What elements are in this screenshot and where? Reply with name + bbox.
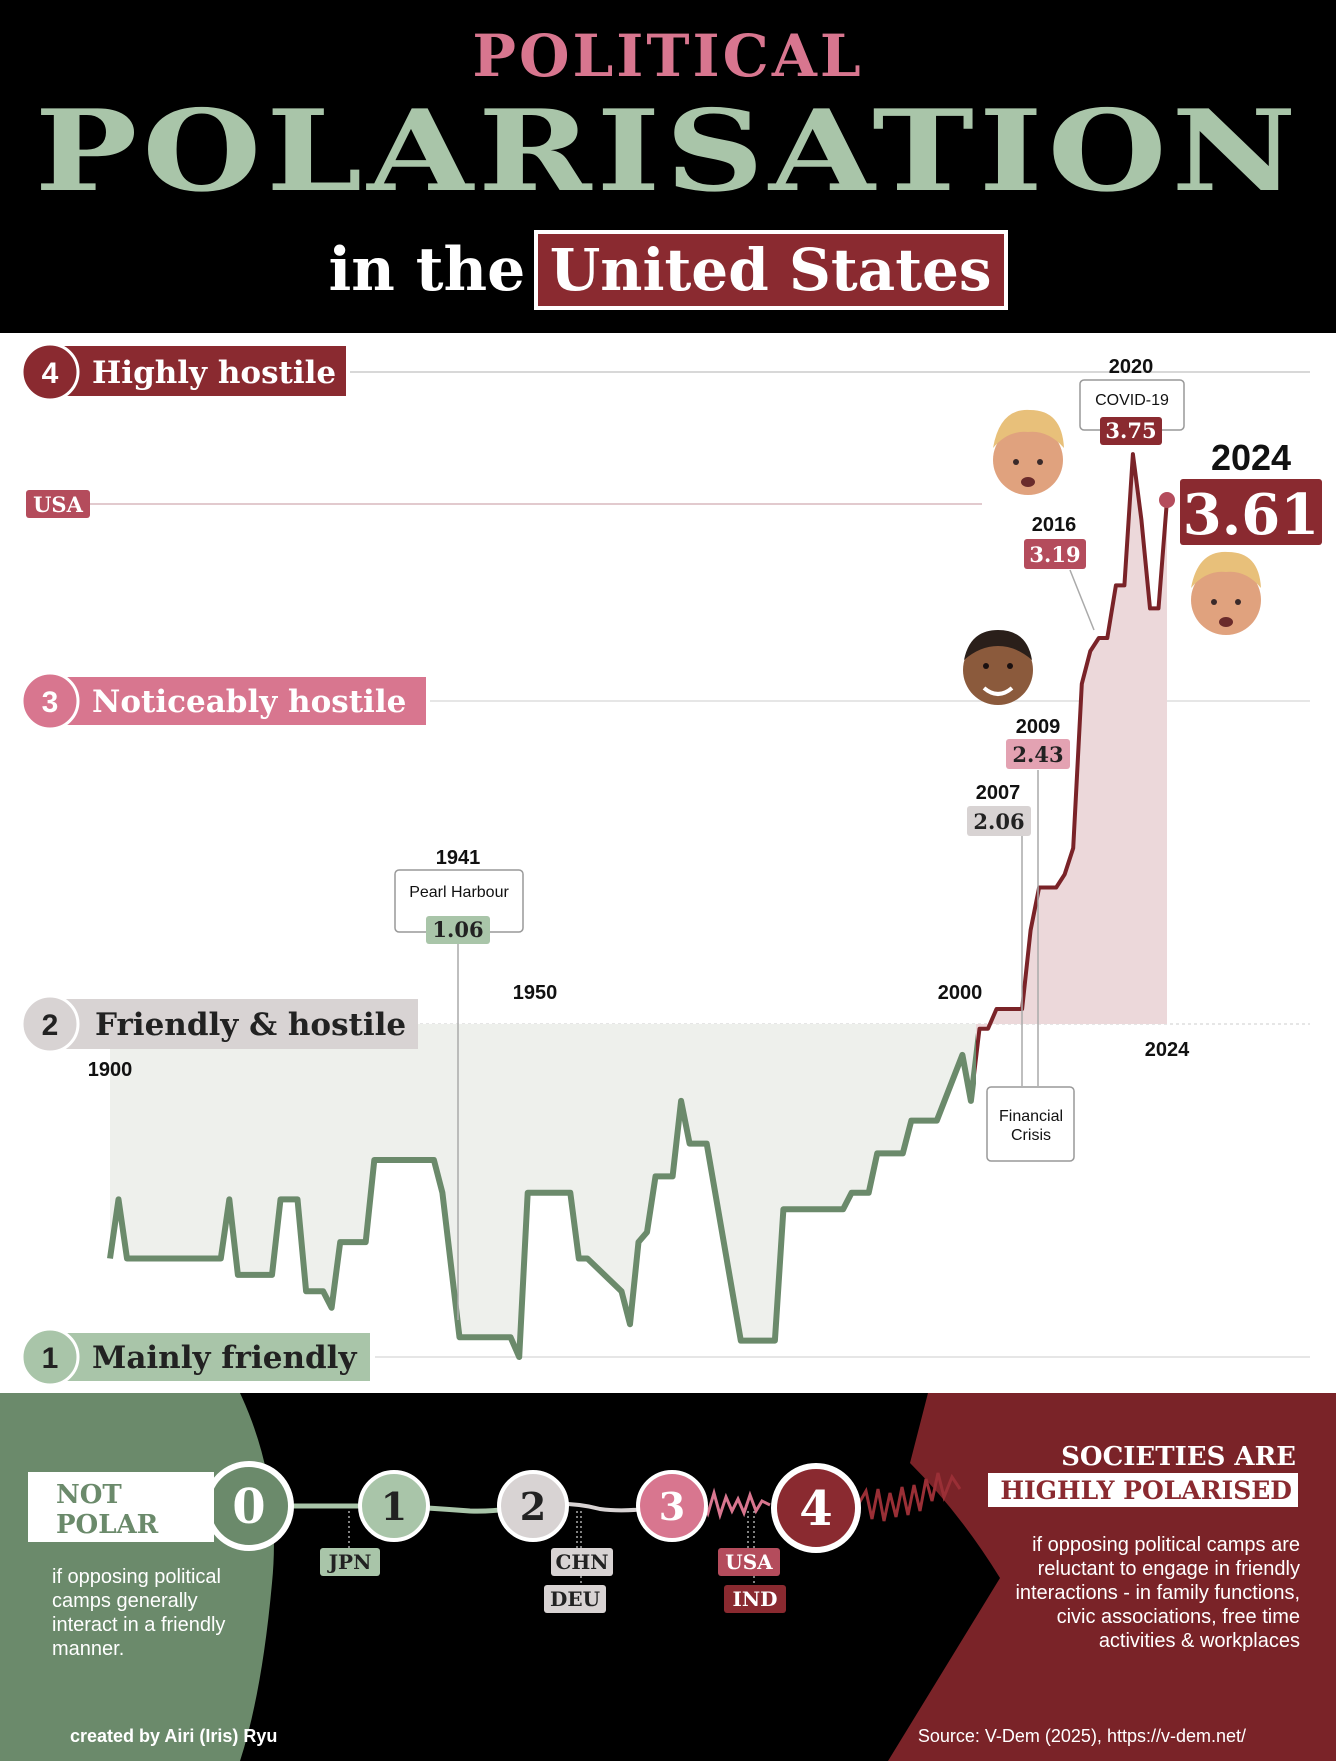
level-4-badge: 4 Highly hostile <box>20 342 346 402</box>
scale-4-circle <box>771 1463 861 1553</box>
polarised-l2: HIGHLY POLARISED <box>1000 1476 1292 1505</box>
scale-2-num: 2 <box>520 1484 546 1529</box>
y2007-value-bg <box>967 806 1031 836</box>
level-3-label: Noticeably hostile <box>92 684 406 720</box>
scale-1-num: 1 <box>381 1484 407 1529</box>
y2009-value-bg <box>1006 739 1070 769</box>
title-top: POLITICAL <box>472 22 864 90</box>
title-main: POLARISATION <box>34 86 1302 217</box>
ind-tag: IND <box>733 1587 778 1611</box>
covid-year: 2020 <box>1109 356 1154 378</box>
y2016-connector <box>1069 569 1095 631</box>
source: Source: V-Dem (2025), https://v-dem.net/ <box>917 1726 1246 1746</box>
scale-1-circle <box>358 1470 430 1542</box>
series-line-low <box>107 1032 976 1360</box>
level-1-num: 1 <box>42 1342 59 1375</box>
pearl-year: 1941 <box>436 847 481 869</box>
series-line-high <box>976 452 1169 1075</box>
credit: created by Airi (Iris) Ryu <box>70 1726 278 1746</box>
year-2024-axis: 2024 <box>1145 1039 1190 1061</box>
covid-value: 3.75 <box>1105 418 1156 443</box>
y2007-value: 2.06 <box>973 809 1024 834</box>
usa-tag-bg <box>26 490 90 518</box>
deu-tag-bg <box>544 1585 606 1613</box>
latest-year: 2024 <box>1211 437 1291 478</box>
area-fill-high <box>976 454 1167 1059</box>
y2009-value: 2.43 <box>1012 742 1063 767</box>
scale-0-num: 0 <box>232 1479 265 1535</box>
y2007-year: 2007 <box>976 782 1021 804</box>
usa-scale-tag: USA <box>725 1550 773 1574</box>
pearl-value: 1.06 <box>432 917 483 942</box>
header: POLITICAL POLARISATION in the United Sta… <box>0 0 1336 333</box>
fin-box <box>986 1086 1075 1162</box>
scale-3-circle <box>636 1470 708 1542</box>
level-3-badge: 3 Noticeably hostile <box>20 671 426 731</box>
level-2-label: Friendly & hostile <box>95 1007 406 1043</box>
not-polar-l2: POLAR <box>56 1510 159 1540</box>
latest-value-bg <box>1180 479 1322 545</box>
ind-tag-bg <box>724 1585 786 1613</box>
polarised-description: if opposing political camps are reluctan… <box>1015 1534 1300 1652</box>
jpn-tag: JPN <box>327 1550 372 1574</box>
level-2-num: 2 <box>42 1009 59 1042</box>
chn-tag: CHN <box>555 1550 608 1574</box>
deu-tag: DEU <box>550 1587 600 1611</box>
latest-value: 3.61 <box>1183 482 1319 548</box>
scale-section: 0 1 2 3 4 JPN CHN DEU USA IND NOT POLAR … <box>0 1393 1336 1761</box>
level-4-num: 4 <box>42 357 59 390</box>
polarised-box <box>988 1473 1298 1507</box>
scale-3-num: 3 <box>659 1484 685 1529</box>
not-polar-description: if opposing political camps generally in… <box>52 1566 226 1660</box>
pearl-value-bg <box>426 916 490 944</box>
fin-event-line2: Crisis <box>1011 1127 1051 1144</box>
title-line: in the United States <box>0 230 1336 310</box>
level-2-badge: 2 Friendly & hostile <box>20 994 418 1054</box>
scale-2-circle <box>497 1470 569 1542</box>
year-2000: 2000 <box>938 982 983 1004</box>
pearl-event: Pearl Harbour <box>409 884 509 901</box>
usa-tag: USA <box>33 492 83 517</box>
y2016-value: 3.19 <box>1029 542 1080 567</box>
latest-point <box>1159 492 1175 508</box>
year-1950: 1950 <box>513 982 558 1004</box>
level-1-label: Mainly friendly <box>92 1340 357 1376</box>
y2009-year: 2009 <box>1016 716 1061 738</box>
covid-value-bg <box>1100 417 1162 445</box>
level-4-label: Highly hostile <box>92 355 336 391</box>
not-polar-l1: NOT <box>56 1480 122 1510</box>
title-country: United States <box>533 230 1008 310</box>
chn-tag-bg <box>551 1548 613 1576</box>
year-1900: 1900 <box>88 1059 133 1081</box>
usa-scale-tag-bg <box>718 1548 780 1576</box>
portrait-trump-2024 <box>1191 551 1261 635</box>
jpn-tag-bg <box>320 1548 380 1576</box>
y2016-value-bg <box>1024 539 1086 569</box>
level-1-badge: 1 Mainly friendly <box>20 1327 370 1387</box>
not-polar-box <box>28 1472 214 1542</box>
area-fill-low <box>110 1024 976 1357</box>
scale-svg: 0 1 2 3 4 JPN CHN DEU USA IND NOT POLAR … <box>0 1393 1336 1761</box>
title-prefix: in the <box>328 235 526 305</box>
portrait-trump-2016 <box>993 409 1064 495</box>
portrait-obama-2009 <box>963 630 1033 705</box>
covid-event: COVID-19 <box>1095 392 1169 409</box>
polarised-l1: SOCIETIES ARE <box>1061 1442 1296 1472</box>
polarisation-chart: 4 Highly hostile 3 Noticeably hostile 2 … <box>20 342 1322 1387</box>
scale-line-red <box>856 1472 962 1522</box>
level-3-num: 3 <box>42 686 59 719</box>
fin-event-line1: Financial <box>999 1108 1063 1125</box>
y2016-year: 2016 <box>1032 514 1077 536</box>
scale-4-num: 4 <box>799 1481 832 1537</box>
